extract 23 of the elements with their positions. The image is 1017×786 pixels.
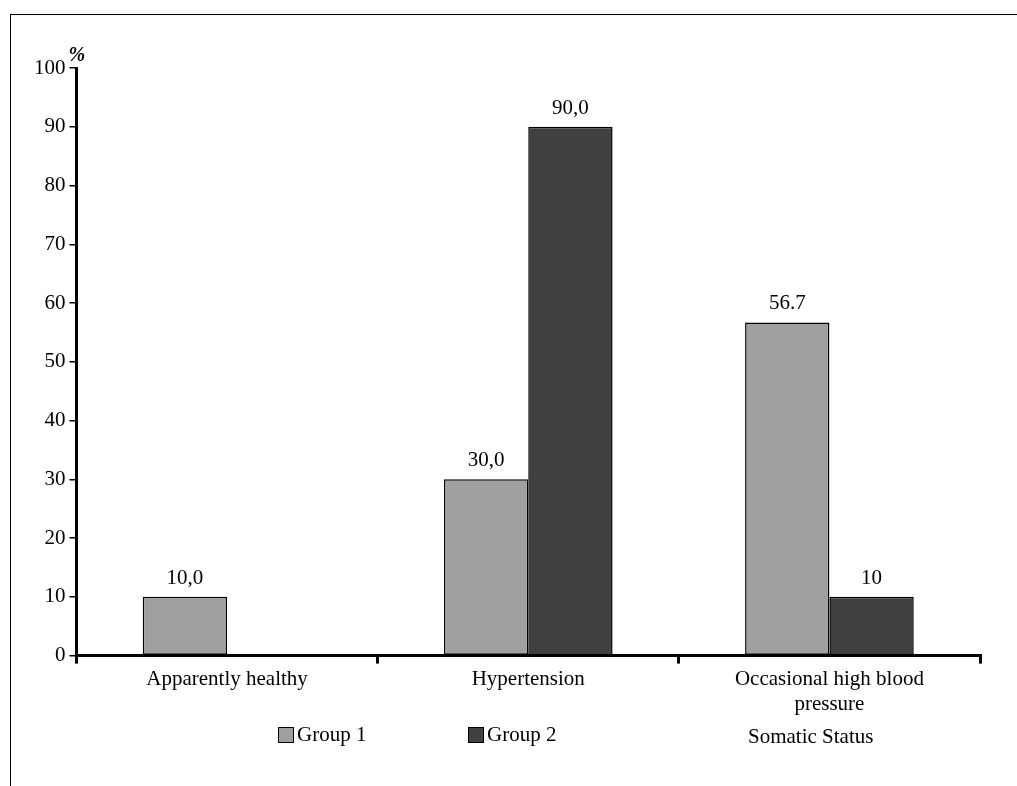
y-tick-label: 60 — [44, 289, 66, 314]
x-tick-label: Apparently healthy — [146, 665, 309, 690]
y-tick-label: 90 — [44, 113, 66, 138]
y-axis-title: % — [68, 43, 86, 66]
y-tick-label: 50 — [44, 348, 66, 373]
y-tick-label: 0 — [55, 642, 66, 667]
x-axis-title: Somatic Status — [748, 724, 874, 749]
x-tick-label: Occasional high blood pressure — [734, 665, 925, 715]
data-label: 90,0 — [552, 94, 589, 119]
y-tick-label: 100 — [34, 54, 66, 79]
data-label: 30,0 — [467, 447, 505, 472]
y-tick-label: 10 — [44, 583, 66, 608]
data-label: 10,0 — [166, 564, 204, 589]
y-tick-label: 30 — [44, 465, 66, 490]
data-label: 56.7 — [768, 290, 806, 315]
legend-label: Group 2 — [487, 722, 557, 747]
y-tick-label: 70 — [44, 230, 66, 255]
y-tick-label: 80 — [44, 172, 66, 197]
y-tick-label: 20 — [44, 524, 66, 549]
legend-label: Group 1 — [297, 722, 367, 747]
y-tick-label: 40 — [44, 407, 66, 432]
x-tick-label: Hypertension — [471, 665, 586, 690]
data-label: 10 — [861, 564, 883, 589]
